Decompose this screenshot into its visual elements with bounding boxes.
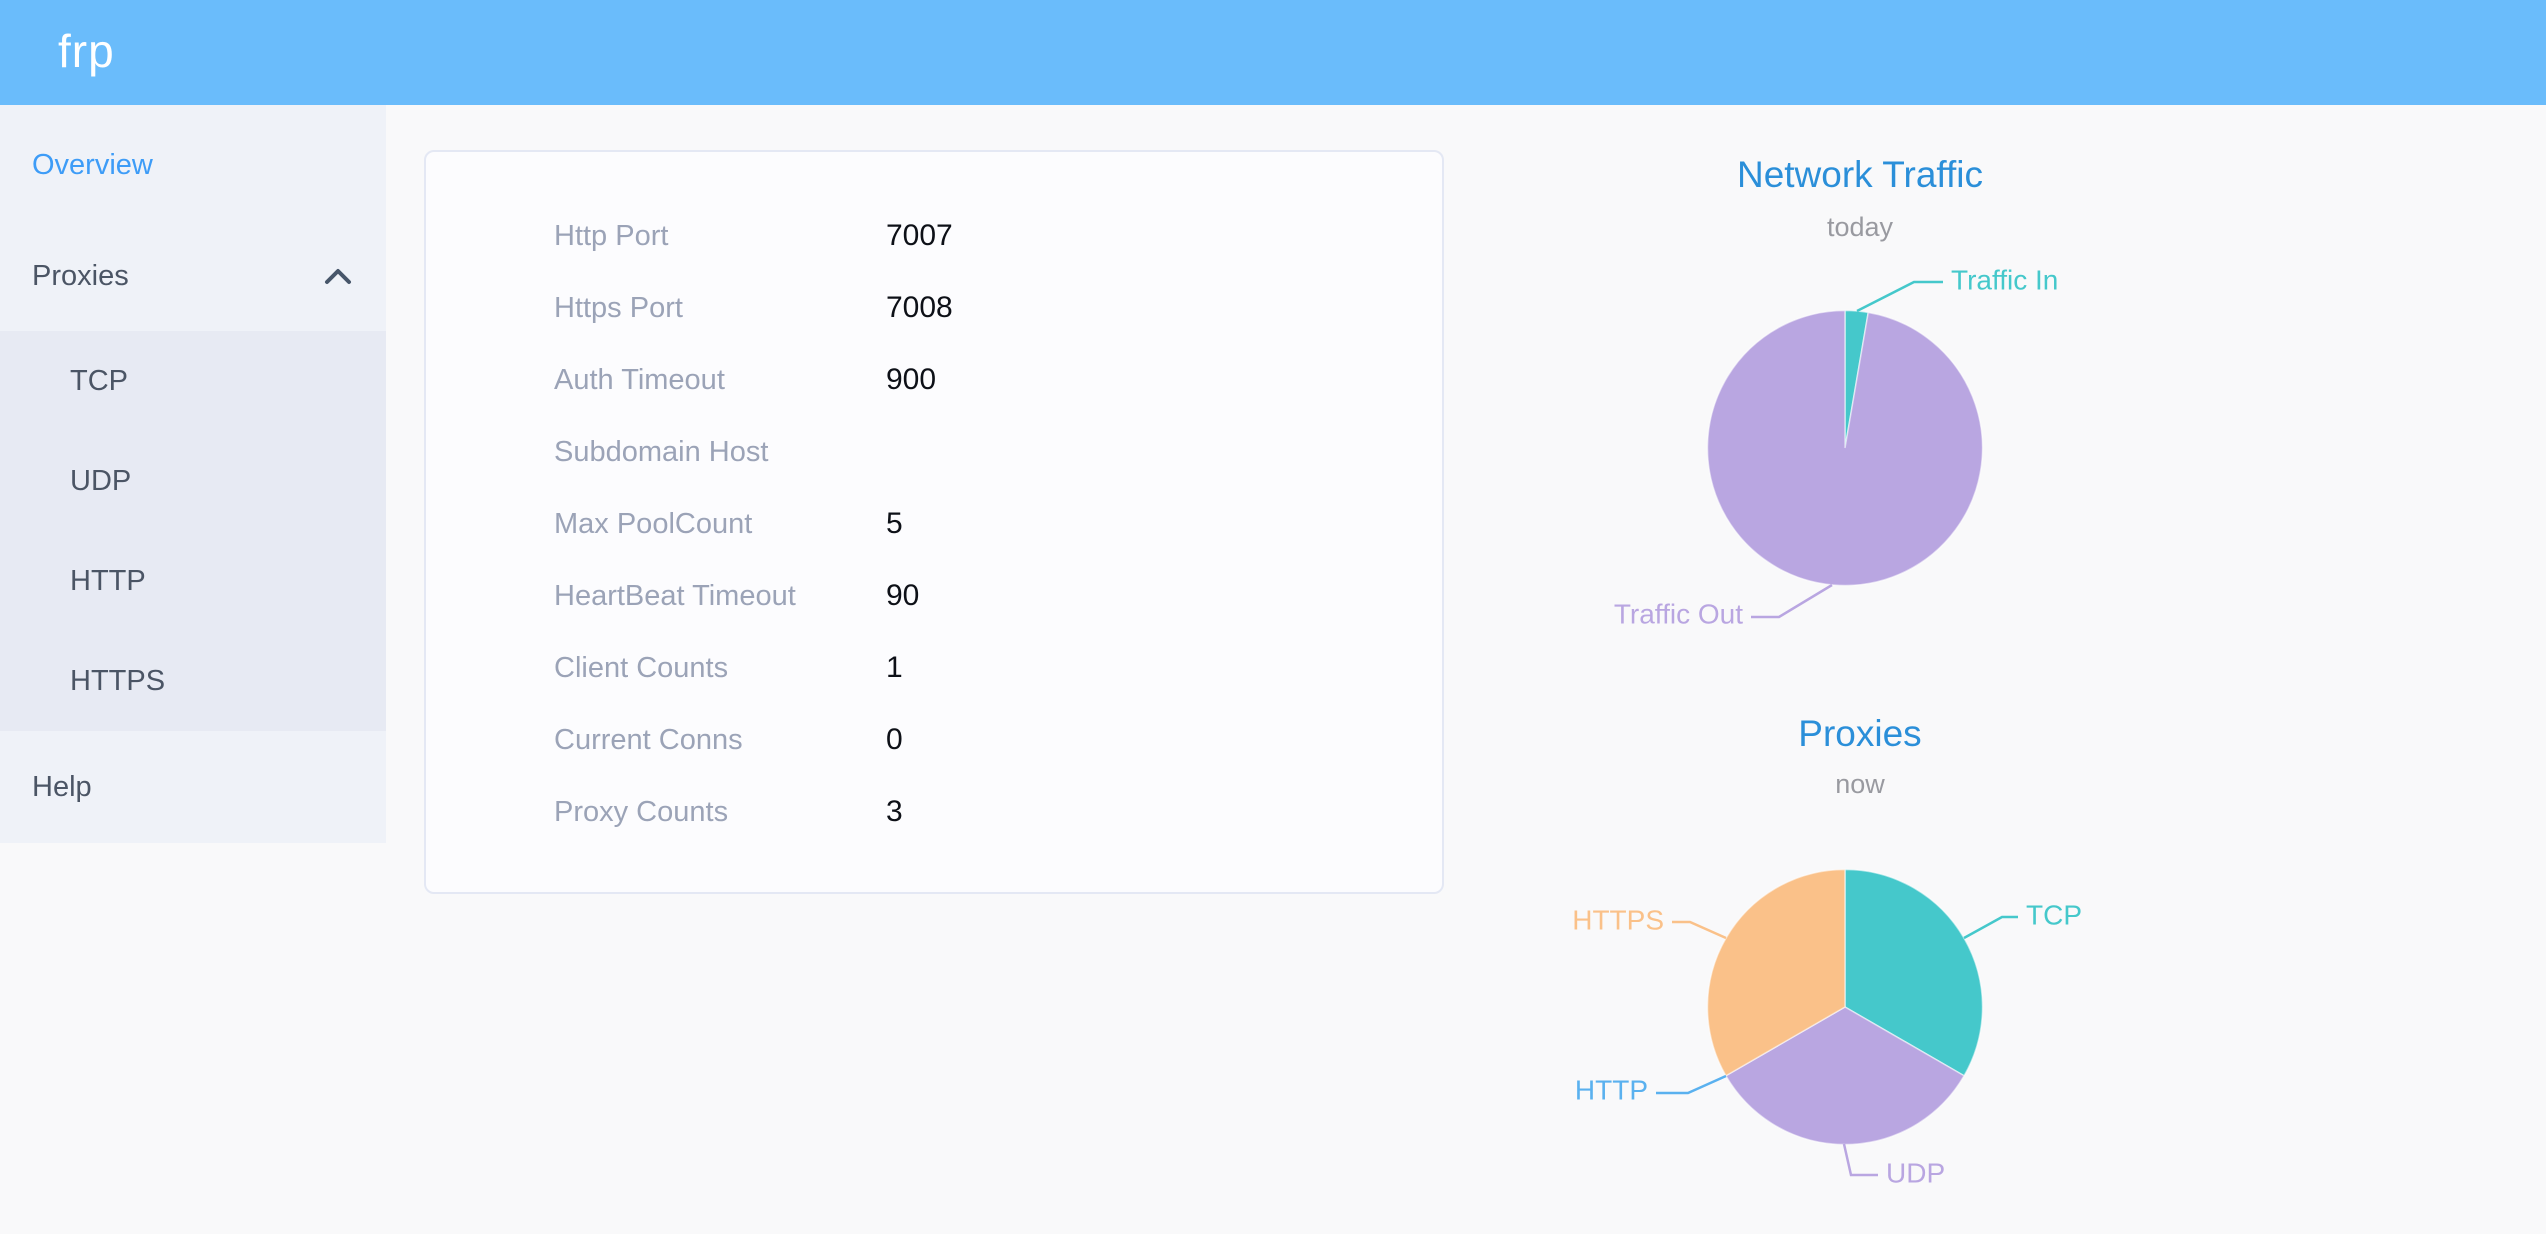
pie-label-https: HTTPS (1572, 904, 1664, 935)
pie-label-line-udp (1842, 1143, 1878, 1177)
info-value: 1 (886, 651, 903, 684)
pie-label-traffic-out: Traffic Out (1614, 598, 1743, 629)
pie-slice-traffic-out[interactable] (1706, 309, 1984, 587)
pie-label-line-traffic-out (1751, 583, 1833, 619)
server-info-card: Http Port 7007 Https Port 7008 Auth Time… (424, 150, 1444, 894)
info-label: Client Counts (554, 652, 729, 684)
server-info-row: Auth Timeout 900 (426, 344, 1442, 416)
info-label: Auth Timeout (554, 364, 725, 396)
pie-label-traffic-in: Traffic In (1951, 264, 2058, 295)
pie-label-line-http (1656, 1074, 1727, 1095)
pie-label-line-https (1672, 920, 1727, 940)
info-label: Subdomain Host (554, 436, 769, 468)
pie-label-http: HTTP (1575, 1074, 1648, 1105)
chart-subtitle-network-traffic: today (1826, 212, 1894, 242)
chart-subtitle-proxies: now (1835, 769, 1885, 799)
info-label: Http Port (554, 220, 669, 252)
info-value: 0 (886, 723, 903, 756)
sidebar-item-overview-label: Overview (32, 148, 153, 181)
info-label: Max PoolCount (554, 508, 753, 540)
sidebar-item-proxies-label: Proxies (32, 259, 129, 292)
server-info-row: Max PoolCount 5 (426, 488, 1442, 560)
info-label: Proxy Counts (554, 796, 729, 828)
info-value: 7008 (886, 291, 953, 324)
sidebar-item-udp[interactable]: UDP (0, 431, 386, 531)
app-header: frp (0, 0, 2546, 105)
info-label: Https Port (554, 292, 683, 324)
server-info-row: Https Port 7008 (426, 272, 1442, 344)
server-info-row: Proxy Counts 3 (426, 776, 1442, 848)
pie-slice-https[interactable] (1706, 868, 1846, 1077)
info-label: HeartBeat Timeout (554, 580, 796, 612)
pie-label-line-traffic-in (1856, 280, 1943, 313)
server-info-row: Http Port 7007 (426, 200, 1442, 272)
pie-slice-tcp[interactable] (1844, 868, 1984, 1077)
pie-label-line-tcp (1963, 915, 2018, 940)
proxies-pie-chart: TCP HTTPS HTTP UDP (1572, 868, 2082, 1188)
sidebar-item-udp-label: UDP (70, 464, 132, 497)
sidebar-nav: Overview Proxies TCP UDP HTTP HTTPS Help (0, 105, 386, 843)
info-label: Current Conns (554, 724, 743, 756)
sidebar-item-help-label: Help (32, 770, 92, 803)
info-value: 90 (886, 579, 920, 612)
sidebar-submenu-proxies: TCP UDP HTTP HTTPS (0, 331, 386, 731)
network-traffic-pie-chart: Traffic In Traffic Out (1614, 264, 2059, 629)
server-info-row: Subdomain Host (426, 416, 1442, 488)
info-value: 900 (886, 363, 937, 396)
info-value: 7007 (886, 219, 953, 252)
info-value: 5 (886, 507, 903, 540)
sidebar-item-tcp[interactable]: TCP (0, 331, 386, 431)
chart-title-proxies: Proxies (1798, 713, 1922, 754)
sidebar-item-proxies[interactable]: Proxies (0, 221, 386, 331)
chart-title-network-traffic: Network Traffic (1736, 154, 1984, 195)
server-info-row: Current Conns 0 (426, 704, 1442, 776)
sidebar-item-https[interactable]: HTTPS (0, 631, 386, 731)
sidebar-item-http[interactable]: HTTP (0, 531, 386, 631)
pie-label-tcp: TCP (2026, 899, 2082, 930)
sidebar-item-help[interactable]: Help (0, 731, 386, 843)
info-value: 3 (886, 795, 903, 828)
chevron-up-icon (325, 269, 351, 284)
server-info-row: HeartBeat Timeout 90 (426, 560, 1442, 632)
app-logo: frp (58, 25, 115, 77)
pie-label-udp: UDP (1886, 1157, 1945, 1188)
sidebar-item-https-label: HTTPS (70, 664, 166, 697)
sidebar-item-http-label: HTTP (70, 564, 146, 597)
server-info-row: Client Counts 1 (426, 632, 1442, 704)
sidebar-item-tcp-label: TCP (70, 364, 128, 397)
sidebar-item-overview[interactable]: Overview (0, 110, 386, 220)
